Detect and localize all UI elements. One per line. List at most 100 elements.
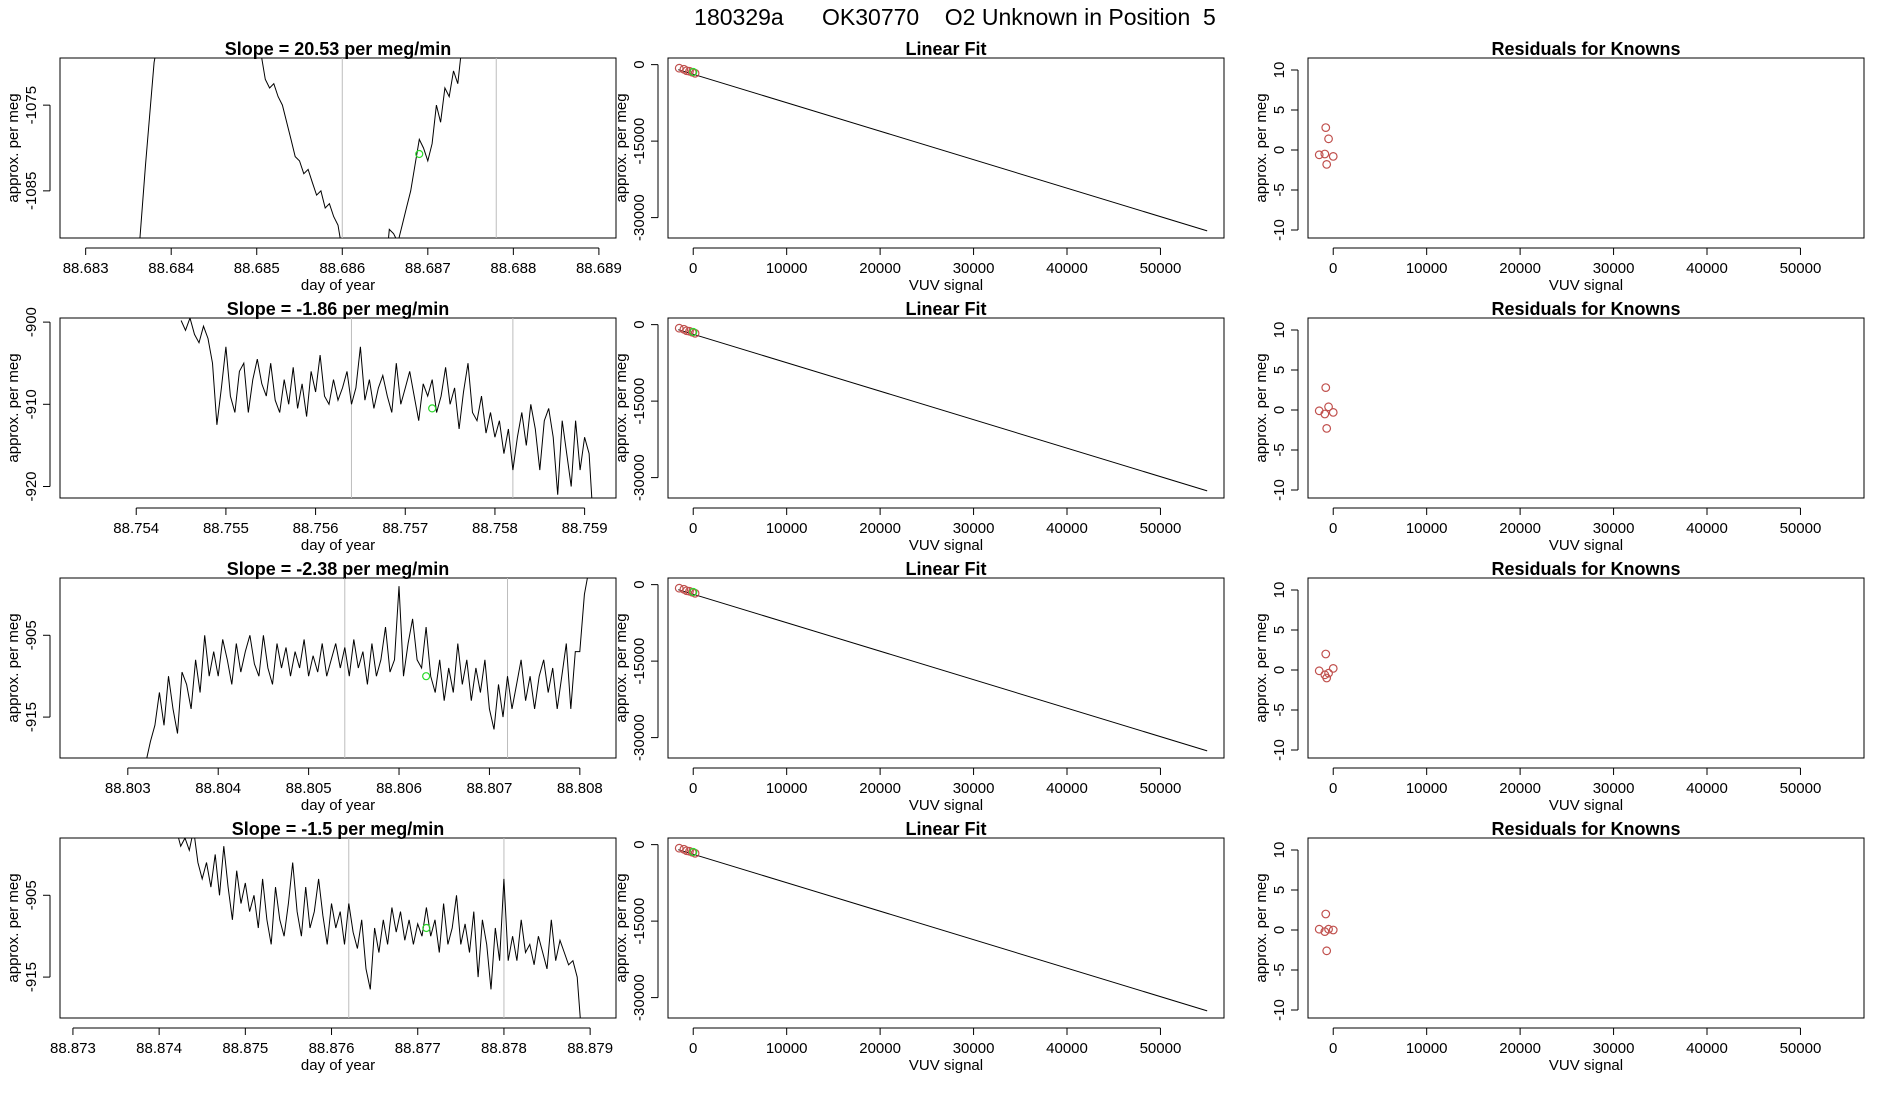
panel-title: Residuals for Knowns (1491, 299, 1680, 319)
plot-frame (1307, 577, 1865, 759)
x-axis-title: day of year (301, 797, 375, 814)
x-tick-label: 30000 (1593, 520, 1635, 537)
fit-line (678, 849, 1208, 1012)
x-tick-label: 88.689 (576, 260, 622, 277)
x-axis-title: VUV signal (909, 1057, 983, 1074)
x-tick-label: 20000 (1499, 260, 1541, 277)
plot-frame (667, 317, 1225, 499)
x-tick-label: 88.757 (382, 520, 428, 537)
x-tick-label: 88.686 (319, 260, 365, 277)
x-tick-label: 88.758 (472, 520, 518, 537)
y-tick-label: -15000 (631, 638, 648, 685)
data-point (674, 843, 684, 853)
figure-title: 180329a OK30770 O2 Unknown in Position 5 (694, 4, 1216, 30)
x-axis-title: day of year (301, 537, 375, 554)
x-tick-label: 50000 (1780, 780, 1822, 797)
x-tick-label: 88.875 (222, 1040, 268, 1057)
y-axis-title: approx. per meg (613, 873, 630, 982)
x-tick-label: 88.803 (105, 780, 151, 797)
plot-area (178, 838, 581, 1018)
y-axis-title: approx. per meg (1253, 353, 1270, 462)
x-tick-label: 88.804 (195, 780, 241, 797)
plot-area (674, 583, 1208, 752)
data-point (1322, 673, 1332, 683)
x-tick-label: 88.808 (557, 780, 603, 797)
x-tick-label: 10000 (1406, 260, 1448, 277)
y-axis-title: approx. per meg (5, 613, 22, 722)
panels: Slope = 20.53 per meg/min day of year appr… (5, 39, 1865, 1074)
y-axis-title: approx. per meg (1253, 613, 1270, 722)
x-tick-label: 50000 (1780, 260, 1822, 277)
y-tick-label: 10 (1271, 322, 1288, 339)
y-axis-title: approx. per meg (1253, 93, 1270, 202)
y-tick-label: 5 (1271, 106, 1288, 114)
x-tick-label: 88.878 (481, 1040, 527, 1057)
sample-point (689, 67, 698, 77)
plot-frame (59, 57, 617, 239)
x-tick-label: 88.685 (234, 260, 280, 277)
y-axis-title: approx. per meg (613, 613, 630, 722)
x-tick-label: 0 (1329, 780, 1337, 797)
y-tick-label: 0 (631, 580, 648, 588)
panel-title: Residuals for Knowns (1491, 39, 1680, 59)
x-tick-label: 88.876 (309, 1040, 355, 1057)
data-point (674, 63, 684, 73)
x-axis-title: VUV signal (1549, 797, 1623, 814)
x-tick-label: 88.755 (203, 520, 249, 537)
plot-frame (667, 837, 1225, 1019)
data-point (1321, 649, 1331, 659)
x-tick-label: 88.806 (376, 780, 422, 797)
panel-title: Linear Fit (905, 559, 986, 579)
y-tick-label: -920 (23, 471, 40, 501)
plot-frame (59, 317, 617, 499)
data-point (1324, 924, 1333, 934)
panel-title: Slope = 20.53 per meg/min (225, 39, 452, 59)
x-tick-label: 40000 (1046, 260, 1088, 277)
fit-line (678, 589, 1208, 752)
x-tick-label: 50000 (1780, 520, 1822, 537)
x-tick-label: 20000 (859, 520, 901, 537)
y-tick-label: 5 (1271, 366, 1288, 374)
panel-title: Slope = -1.86 per meg/min (227, 299, 450, 319)
data-point (1314, 150, 1324, 160)
x-tick-label: 50000 (1140, 1040, 1182, 1057)
panel-title: Linear Fit (905, 819, 986, 839)
plot-frame (1307, 837, 1865, 1019)
x-tick-label: 88.874 (136, 1040, 182, 1057)
panel-timeseries: Slope = -1.86 per meg/min day of year appr… (5, 299, 617, 554)
series-line (180, 318, 593, 498)
x-tick-label: 10000 (766, 780, 808, 797)
plot-frame (1307, 317, 1865, 499)
x-axis-title: VUV signal (1549, 277, 1623, 294)
sample-point (689, 327, 698, 337)
plot-area (1314, 123, 1338, 169)
x-tick-label: 10000 (766, 1040, 808, 1057)
plot-area (1314, 383, 1338, 433)
plot-area (1314, 909, 1338, 956)
x-tick-label: 20000 (859, 780, 901, 797)
data-point (1322, 424, 1332, 433)
panel-fit: Linear Fit VUV signal approx. per meg 0 1000… (613, 39, 1225, 294)
x-tick-label: 30000 (953, 780, 995, 797)
x-tick-label: 50000 (1140, 780, 1182, 797)
x-tick-label: 88.877 (395, 1040, 441, 1057)
y-tick-label: 10 (1271, 842, 1288, 859)
y-tick-label: -1085 (23, 172, 40, 210)
panel-title: Residuals for Knowns (1491, 819, 1680, 839)
x-tick-label: 40000 (1686, 780, 1728, 797)
x-tick-label: 30000 (1593, 260, 1635, 277)
data-point (1314, 924, 1324, 934)
data-point (1321, 909, 1331, 919)
x-tick-label: 0 (1329, 520, 1337, 537)
data-point (1328, 664, 1338, 673)
plot-area (674, 323, 1208, 492)
plot-frame (59, 837, 617, 1019)
plot-frame (667, 57, 1225, 239)
plot-frame (1307, 57, 1865, 239)
x-tick-label: 10000 (766, 260, 808, 277)
x-tick-label: 88.756 (293, 520, 339, 537)
y-tick-label: -10 (1271, 479, 1288, 501)
y-tick-label: -30000 (631, 974, 648, 1021)
y-tick-label: -10 (1271, 219, 1288, 241)
